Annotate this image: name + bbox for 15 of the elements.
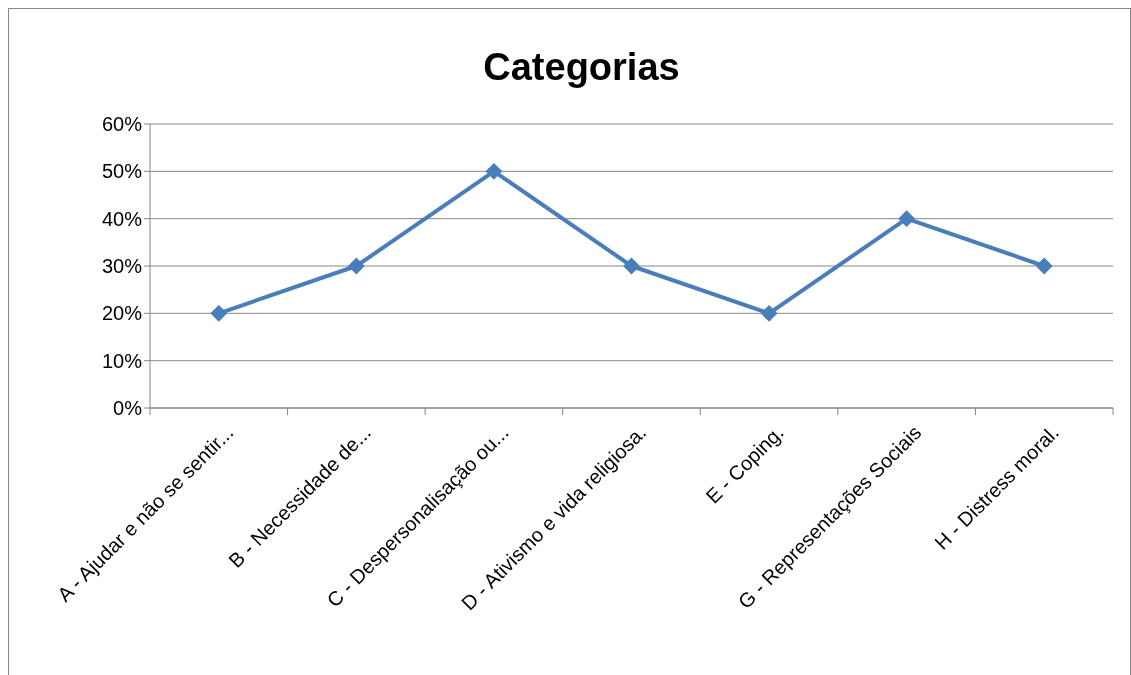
- point: [1035, 257, 1053, 275]
- y-tick-label: 20%: [101, 302, 143, 325]
- point: [760, 304, 778, 322]
- y-tick-label: 0%: [113, 397, 143, 419]
- point: [485, 162, 503, 180]
- chart-title: Categorias: [483, 46, 680, 88]
- y-tick-label: 30%: [101, 255, 143, 277]
- y-tick-label: 50%: [101, 160, 143, 183]
- y-tick-label: 40%: [101, 207, 143, 230]
- y-tick-label: 60%: [101, 113, 143, 135]
- point: [347, 257, 365, 275]
- point: [898, 210, 916, 228]
- y-tick-label: 10%: [101, 349, 143, 372]
- point: [210, 304, 228, 322]
- point: [623, 257, 640, 275]
